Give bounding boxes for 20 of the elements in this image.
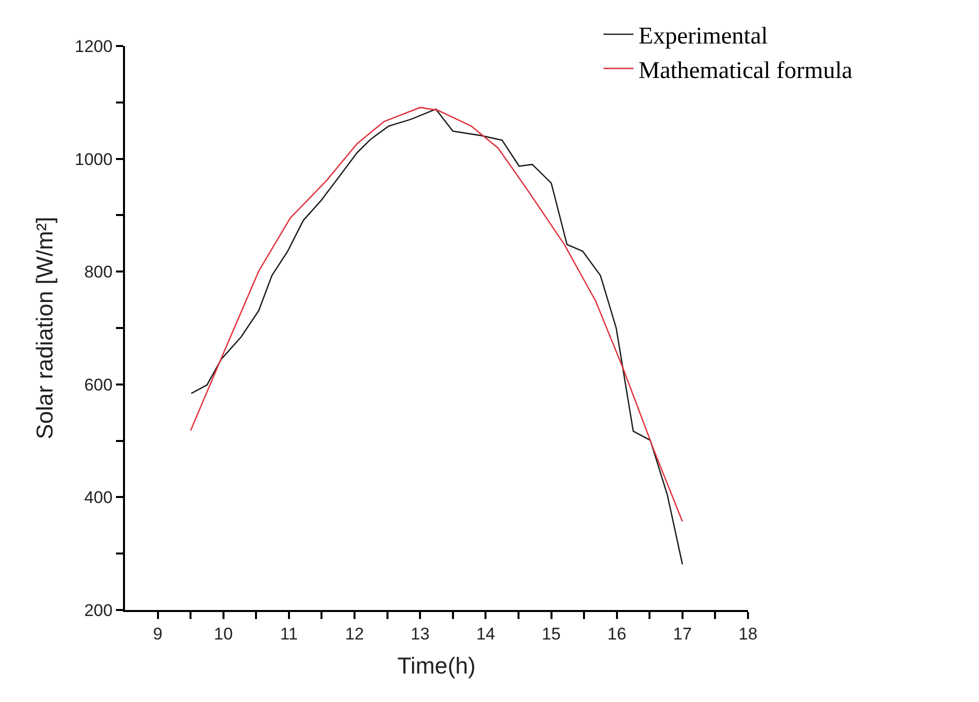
x-tick-label: 14 bbox=[476, 624, 496, 644]
x-tick-label: 18 bbox=[738, 624, 758, 644]
y-tick-label: 600 bbox=[84, 375, 113, 394]
x-tick-label: 17 bbox=[672, 624, 692, 644]
legend-label: Experimental bbox=[638, 24, 768, 50]
x-tick-label: 15 bbox=[542, 624, 561, 644]
x-tick-label: 10 bbox=[214, 624, 233, 644]
y-axis-title: Solar radiation [W/m²] bbox=[32, 216, 58, 440]
x-tick-label: 13 bbox=[410, 624, 430, 644]
y-tick-label: 400 bbox=[84, 488, 113, 508]
x-tick-label: 16 bbox=[607, 624, 626, 644]
y-tick-label: 1200 bbox=[74, 36, 113, 56]
x-tick-label: 9 bbox=[153, 624, 163, 644]
x-axis-title: Time(h) bbox=[397, 652, 476, 678]
x-tick-label: 11 bbox=[280, 624, 298, 644]
y-tick-label: 800 bbox=[84, 262, 113, 282]
y-tick-label: 1000 bbox=[74, 150, 113, 169]
y-tick-label: 200 bbox=[84, 600, 113, 620]
legend-label: Mathematical formula bbox=[638, 58, 853, 84]
x-tick-label: 12 bbox=[345, 624, 364, 644]
